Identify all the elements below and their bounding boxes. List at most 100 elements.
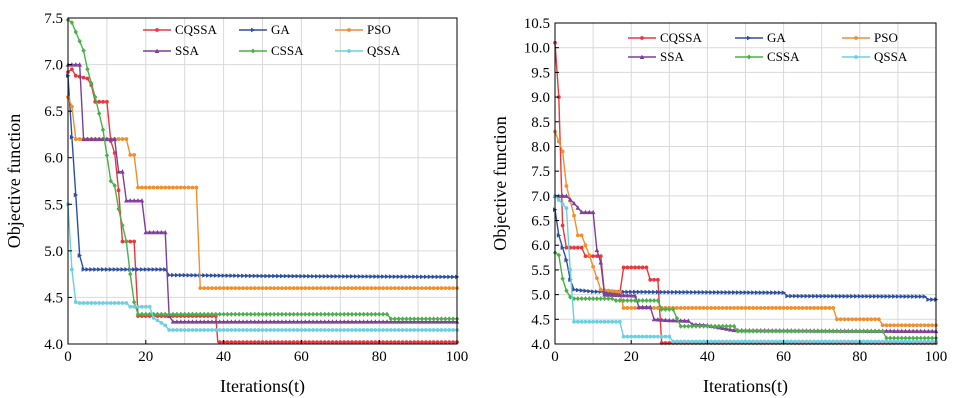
- data-point: [755, 339, 759, 344]
- data-point: [120, 239, 125, 244]
- data-point: [73, 137, 78, 141]
- data-point: [560, 223, 565, 228]
- data-point: [419, 319, 425, 324]
- data-point: [918, 339, 923, 344]
- data-point: [747, 306, 752, 310]
- data-point: [353, 328, 358, 332]
- data-point: [202, 328, 207, 332]
- data-point: [595, 319, 599, 324]
- data-point: [392, 316, 397, 322]
- data-point: [209, 311, 215, 317]
- legend-label: CQSSA: [175, 22, 218, 37]
- data-point: [709, 339, 714, 344]
- data-point: [260, 340, 265, 345]
- data-point: [854, 339, 858, 344]
- legend-item-ga: GA: [735, 30, 786, 45]
- data-point: [85, 267, 90, 272]
- legend-item-qssa: QSSA: [842, 49, 908, 64]
- legend-item-ssa: SSA: [628, 49, 684, 64]
- data-point: [81, 301, 86, 305]
- data-point: [307, 286, 312, 291]
- data-point: [162, 229, 168, 235]
- data-point: [283, 319, 289, 324]
- data-point: [880, 323, 885, 328]
- data-point: [861, 294, 867, 299]
- data-point: [815, 328, 821, 334]
- data-point: [69, 267, 74, 272]
- data-point: [412, 286, 417, 291]
- data-point: [800, 339, 805, 344]
- data-point: [233, 340, 238, 345]
- data-point: [929, 335, 935, 341]
- data-point: [268, 340, 273, 345]
- data-point: [446, 319, 452, 324]
- data-point: [751, 306, 756, 310]
- data-point: [831, 293, 836, 299]
- data-point: [245, 328, 249, 332]
- data-point: [701, 306, 706, 310]
- data-point: [606, 319, 611, 324]
- data-point: [865, 328, 870, 334]
- data-point: [338, 319, 343, 324]
- series-ga: [553, 207, 939, 302]
- data-point: [770, 306, 775, 310]
- data-point: [346, 340, 350, 345]
- data-point: [895, 335, 901, 341]
- data-point: [136, 185, 140, 190]
- data-point: [380, 311, 386, 317]
- data-point: [754, 328, 760, 334]
- data-point: [369, 340, 374, 345]
- data-point: [915, 323, 919, 328]
- data-point: [306, 319, 312, 324]
- data-point: [575, 287, 581, 293]
- data-point: [575, 319, 580, 324]
- y-tick-label: 9.5: [531, 65, 550, 81]
- data-point: [326, 328, 331, 332]
- data-point: [659, 317, 664, 322]
- data-point: [762, 339, 767, 344]
- data-point: [732, 339, 736, 344]
- data-point: [132, 153, 137, 157]
- data-point: [159, 311, 164, 317]
- data-point: [667, 306, 672, 312]
- data-point: [633, 289, 638, 295]
- data-point: [709, 306, 714, 310]
- data-point: [202, 286, 207, 291]
- data-point: [560, 193, 565, 198]
- data-point: [104, 152, 110, 158]
- data-point: [850, 317, 855, 322]
- data-point: [876, 294, 882, 299]
- legend-item-qssa: QSSA: [335, 43, 401, 58]
- data-point: [785, 306, 790, 310]
- data-point: [648, 289, 653, 295]
- data-point: [705, 290, 710, 295]
- data-point: [73, 192, 79, 198]
- data-point: [873, 294, 878, 299]
- chart-panel-1: 0 20 40 60 80 100 4.0 4.5 5.0 5.5 6.0 6.5 7.0 7.5 Iter…: [4, 11, 468, 397]
- data-point: [186, 272, 191, 278]
- data-point: [77, 253, 83, 258]
- data-point: [163, 323, 168, 328]
- data-point: [655, 277, 660, 282]
- data-point: [724, 339, 729, 344]
- data-point: [299, 311, 304, 317]
- data-point: [311, 328, 315, 332]
- data-point: [644, 334, 649, 339]
- legend-label: SSA: [175, 43, 199, 58]
- data-point: [789, 339, 794, 344]
- data-point: [388, 286, 393, 291]
- data-point: [655, 334, 660, 339]
- data-point: [128, 153, 133, 157]
- data-point: [283, 340, 288, 345]
- data-point: [590, 296, 596, 302]
- data-point: [280, 340, 284, 345]
- data-point: [112, 301, 117, 305]
- data-point: [209, 273, 215, 278]
- data-point: [850, 294, 855, 299]
- data-point: [377, 328, 382, 332]
- data-point: [659, 306, 664, 312]
- data-point: [773, 328, 779, 334]
- data-point: [423, 274, 429, 280]
- data-point: [793, 339, 797, 344]
- data-point: [922, 335, 927, 341]
